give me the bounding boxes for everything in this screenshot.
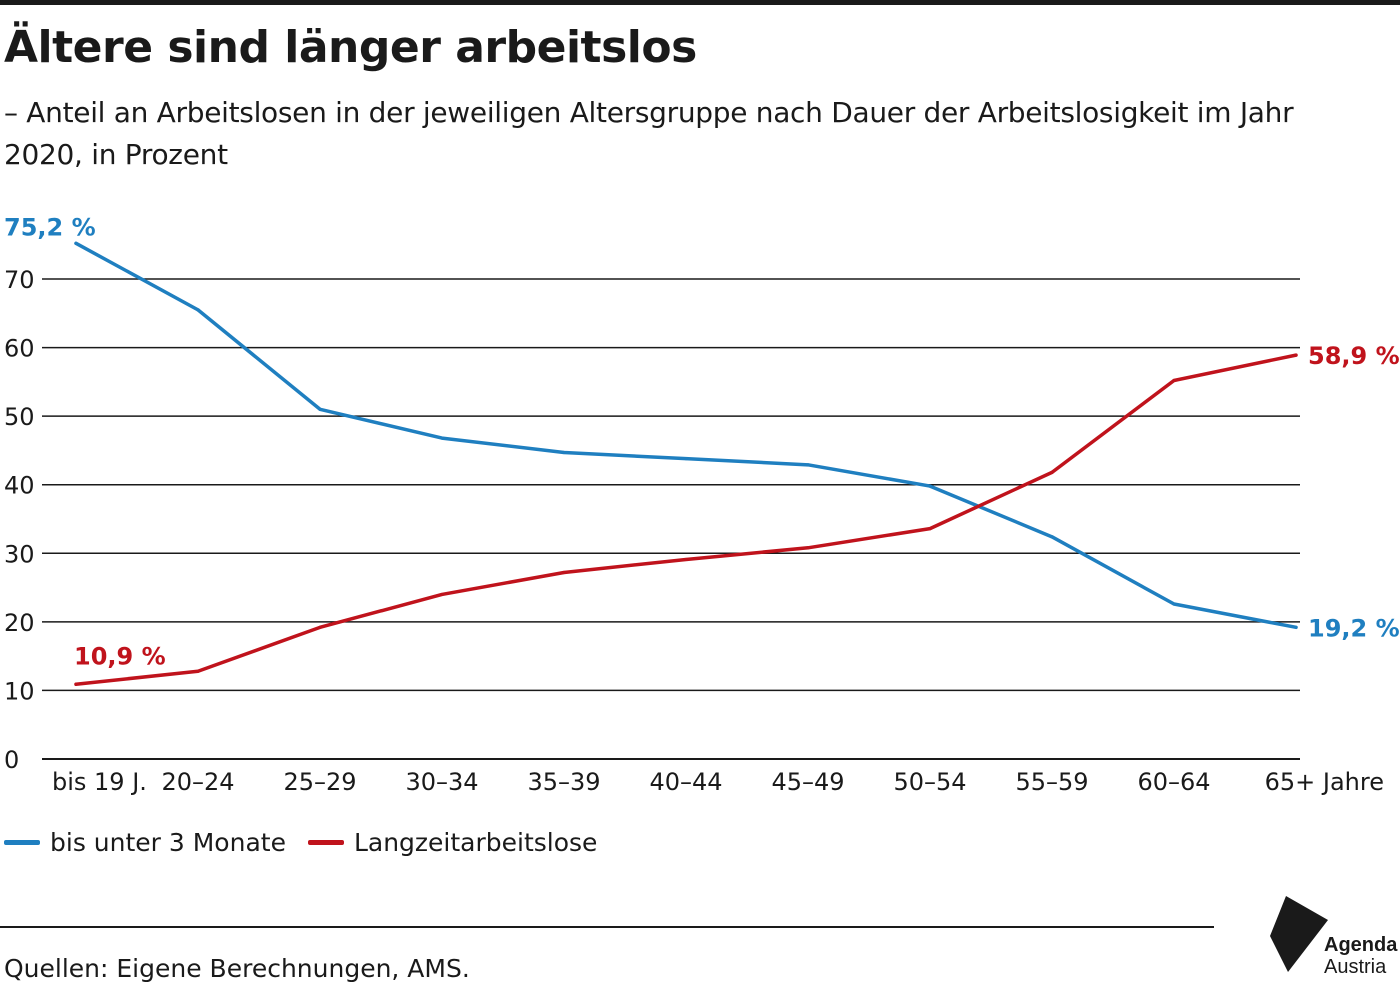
legend-swatch-long-term — [307, 839, 344, 845]
data-point — [74, 241, 78, 245]
series-lines — [74, 241, 1298, 687]
data-point — [1172, 602, 1176, 606]
data-point — [1294, 353, 1298, 357]
data-point — [1050, 535, 1054, 539]
x-tick-label: 40–44 — [649, 768, 722, 796]
data-point — [684, 457, 688, 461]
legend-label-short-term: bis unter 3 Monate — [50, 827, 286, 857]
data-label: 58,9 % — [1308, 342, 1400, 370]
chart-title: Ältere sind länger arbeitslos — [4, 22, 697, 73]
series-line-long-term — [74, 353, 1298, 687]
x-tick-label: 30–34 — [405, 768, 478, 796]
chart-subtitle: – Anteil an Arbeitslosen in der jeweilig… — [4, 96, 1294, 171]
y-axis-ticks: 0 10 20 30 40 50 60 70 — [4, 266, 35, 774]
data-point — [196, 308, 200, 312]
source-note: Quellen: Eigene Berechnungen, AMS. — [4, 954, 470, 983]
data-label: 19,2 % — [1308, 614, 1400, 642]
top-rule — [0, 0, 1400, 5]
data-point — [440, 436, 444, 440]
data-point — [196, 669, 200, 673]
legend-item-long-term: Langzeitarbeitslose — [307, 827, 598, 857]
legend: bis unter 3 Monate Langzeitarbeitslose — [4, 822, 619, 862]
logo-line-1: Agenda — [1324, 934, 1398, 956]
data-point — [928, 527, 932, 531]
legend-swatch-short-term — [4, 839, 40, 845]
agenda-austria-logo: Agenda Austria — [1264, 890, 1397, 982]
y-tick-label: 20 — [4, 609, 35, 637]
data-point — [1172, 378, 1176, 383]
x-tick-label: 55–59 — [1015, 768, 1088, 796]
x-tick-label: 60–64 — [1137, 768, 1210, 796]
data-point — [318, 625, 322, 629]
data-point — [318, 407, 322, 411]
data-point — [684, 557, 688, 562]
y-tick-label: 0 — [4, 746, 19, 774]
logo-mark-icon — [1270, 896, 1328, 972]
x-tick-label: 65+ Jahre — [1265, 768, 1384, 796]
y-tick-label: 30 — [4, 540, 35, 568]
x-axis-ticks: bis 19 J. 20–24 25–29 30–34 35–39 40–44 45–49 5… — [52, 768, 1384, 796]
x-tick-label: 35–39 — [527, 768, 600, 796]
data-label: 10,9 % — [74, 642, 166, 670]
data-point — [562, 570, 566, 575]
data-point — [806, 546, 810, 550]
data-label: 75,2 % — [4, 213, 96, 241]
y-tick-label: 10 — [4, 677, 35, 705]
y-tick-label: 70 — [4, 266, 35, 294]
x-tick-label: 20–24 — [161, 768, 234, 796]
legend-item-short-term: bis unter 3 Monate — [4, 828, 286, 857]
logo-text: Agenda Austria — [1324, 934, 1397, 978]
bottom-rule — [0, 926, 1214, 928]
legend-label-long-term: Langzeitarbeitslose — [353, 827, 598, 857]
y-tick-label: 40 — [4, 472, 35, 500]
x-tick-label: bis 19 J. — [52, 768, 147, 796]
data-point — [562, 450, 566, 455]
logo-line-2: Austria — [1324, 956, 1387, 978]
x-tick-label: 50–54 — [893, 768, 966, 796]
series-line-short-term — [74, 241, 1298, 630]
data-point — [1050, 470, 1054, 474]
data-point — [928, 484, 932, 488]
data-point — [806, 463, 810, 467]
data-point — [440, 592, 444, 597]
y-tick-label: 60 — [4, 335, 35, 363]
data-point — [1294, 625, 1298, 629]
grid-lines — [42, 278, 1300, 760]
x-tick-label: 25–29 — [283, 768, 356, 796]
y-tick-label: 50 — [4, 403, 35, 431]
x-tick-label: 45–49 — [771, 768, 844, 796]
data-point — [74, 682, 78, 686]
data-labels: 75,2 % 19,2 % 10,9 % 58,9 % — [4, 213, 1400, 670]
